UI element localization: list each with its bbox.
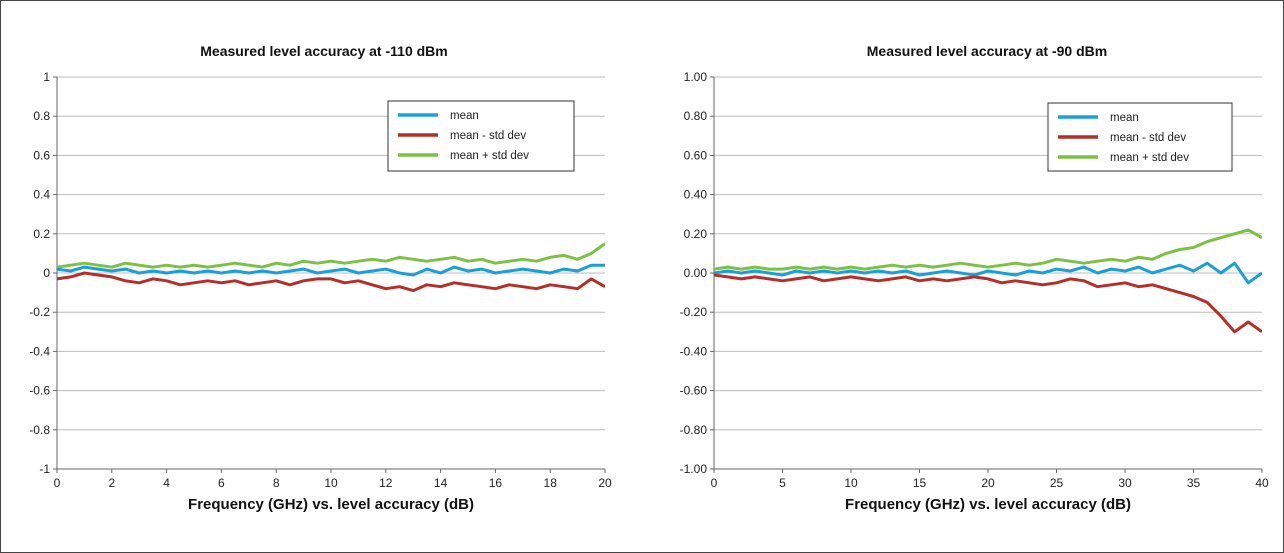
x-axis-title: Frequency (GHz) vs. level accuracy (dB) bbox=[188, 496, 474, 513]
y-tick-label: -0.8 bbox=[29, 423, 50, 437]
y-tick-label: 1 bbox=[43, 70, 50, 84]
x-tick-label: 6 bbox=[218, 476, 225, 490]
y-tick-label: -0.80 bbox=[680, 423, 708, 437]
x-tick-label: 10 bbox=[324, 476, 338, 490]
x-tick-label: 18 bbox=[544, 476, 558, 490]
x-axis-title: Frequency (GHz) vs. level accuracy (dB) bbox=[845, 496, 1131, 513]
y-tick-label: 0.20 bbox=[684, 227, 708, 241]
x-tick-label: 16 bbox=[489, 476, 503, 490]
series-line-mean bbox=[714, 261, 1262, 285]
series-line-mean-minus bbox=[57, 271, 605, 293]
x-tick-label: 25 bbox=[1050, 476, 1064, 490]
series-line-mean-plus bbox=[57, 242, 605, 269]
chart-title: Measured level accuracy at -110 dBm bbox=[200, 43, 447, 59]
y-tick-label: 0.40 bbox=[684, 188, 708, 202]
x-tick-label: 14 bbox=[434, 476, 448, 490]
series-line-mean bbox=[57, 263, 605, 277]
legend-label: mean + std dev bbox=[450, 150, 529, 162]
legend-box bbox=[1047, 102, 1233, 172]
y-tick-label: -0.20 bbox=[680, 305, 708, 319]
legend-label: mean bbox=[1110, 112, 1139, 124]
x-tick-label: 0 bbox=[711, 476, 718, 490]
y-tick-label: 1.00 bbox=[684, 70, 708, 84]
legend-label: mean + std dev bbox=[1110, 152, 1189, 164]
chart-1: Measured level accuracy at -110 dBm 1 0.8 0… bbox=[29, 43, 612, 513]
y-tick-label: 0.2 bbox=[33, 227, 50, 241]
y-tick-label: -1 bbox=[39, 462, 50, 476]
y-tick-label: -0.60 bbox=[680, 384, 708, 398]
legend: mean mean - std dev mean + std dev bbox=[387, 100, 575, 172]
y-tick-label: -0.4 bbox=[29, 344, 50, 358]
x-tick-label: 40 bbox=[1255, 476, 1269, 490]
x-tick-label: 15 bbox=[913, 476, 927, 490]
x-tick-label: 2 bbox=[108, 476, 115, 490]
y-tick-label: 0.80 bbox=[684, 109, 708, 123]
x-tick-label: 0 bbox=[54, 476, 61, 490]
y-tick-label: 0.00 bbox=[684, 266, 708, 280]
y-tick-label: 0 bbox=[43, 266, 50, 280]
y-tick-label: 0.4 bbox=[33, 188, 50, 202]
series-line-mean-minus bbox=[714, 273, 1262, 334]
legend-label: mean - std dev bbox=[1110, 132, 1186, 144]
legend-label: mean - std dev bbox=[450, 130, 526, 142]
y-tick-label: 0.6 bbox=[33, 148, 50, 162]
y-tick-label: 0.8 bbox=[33, 109, 50, 123]
y-tick-label: -0.6 bbox=[29, 384, 50, 398]
chart-title: Measured level accuracy at -90 dBm bbox=[867, 43, 1107, 59]
x-tick-label: 30 bbox=[1118, 476, 1132, 490]
x-tick-label: 10 bbox=[844, 476, 858, 490]
y-tick-label: -1.00 bbox=[680, 462, 708, 476]
legend-label: mean bbox=[450, 110, 479, 122]
chart-2: Measured level accuracy at -90 dBm 1.00 0.… bbox=[680, 43, 1269, 513]
series-line-mean-plus bbox=[714, 228, 1262, 271]
x-tick-label: 12 bbox=[379, 476, 393, 490]
x-tick-label: 20 bbox=[598, 476, 612, 490]
y-tick-label: -0.40 bbox=[680, 344, 708, 358]
y-tick-label: 0.60 bbox=[684, 148, 708, 162]
x-tick-label: 20 bbox=[981, 476, 995, 490]
x-tick-label: 35 bbox=[1187, 476, 1201, 490]
x-tick-label: 4 bbox=[163, 476, 170, 490]
y-tick-label: -0.2 bbox=[29, 305, 50, 319]
x-tick-label: 8 bbox=[273, 476, 280, 490]
x-tick-label: 5 bbox=[779, 476, 786, 490]
legend: mean mean - std dev mean + std dev bbox=[1047, 102, 1233, 172]
